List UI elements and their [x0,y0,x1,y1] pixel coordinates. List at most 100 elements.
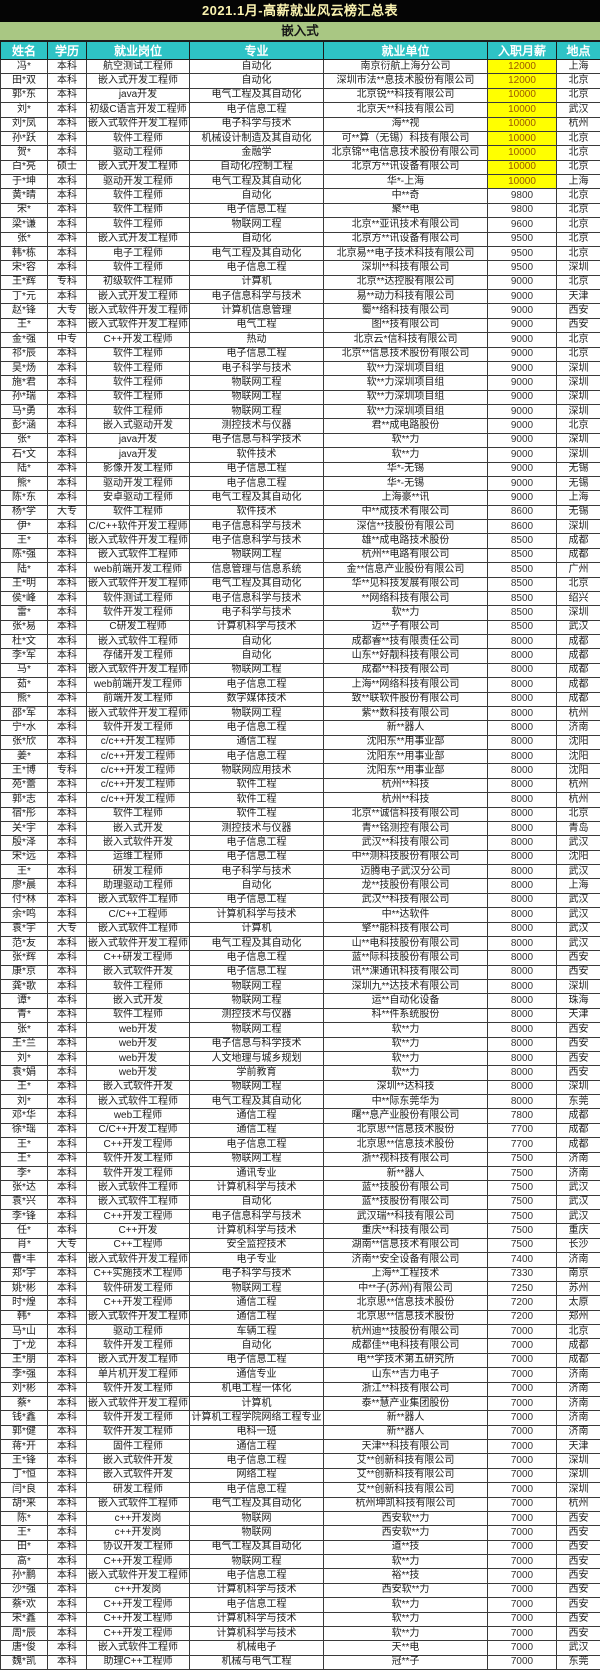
cell-position[interactable]: 嵌入式软件开发工程师 [87,1396,190,1410]
cell-education[interactable]: 本科 [48,936,87,950]
cell-salary[interactable]: 9000 [488,318,557,332]
cell-company[interactable]: 深圳市法**息技术股份有限公司 [324,74,488,88]
cell-position[interactable]: C++开发工程师 [87,333,190,347]
cell-education[interactable]: 本科 [48,1540,87,1554]
cell-name[interactable]: 刘*凤 [1,117,48,131]
cell-position[interactable]: web开发 [87,1023,190,1037]
cell-position[interactable]: web开发 [87,1066,190,1080]
cell-major[interactable]: 电子信息科学与技术 [190,520,324,534]
cell-education[interactable]: 本科 [48,577,87,591]
cell-name[interactable]: 金*强 [1,333,48,347]
cell-major[interactable]: 电子科学与技术 [190,361,324,375]
cell-major[interactable]: 学前教育 [190,1066,324,1080]
cell-company[interactable]: 可**算（无锡）科技有限公司 [324,131,488,145]
cell-name[interactable]: 邵*军 [1,706,48,720]
cell-major[interactable]: 物联网 [190,1511,324,1525]
cell-major[interactable]: 电子信息工程 [190,476,324,490]
cell-major[interactable]: 计算机科学与技术 [190,1181,324,1195]
cell-salary[interactable]: 7000 [488,1540,557,1554]
cell-major[interactable]: 电子信息科学与技术 [190,534,324,548]
cell-salary[interactable]: 10000 [488,88,557,102]
cell-location[interactable]: 北京 [557,333,600,347]
cell-education[interactable]: 本科 [48,1368,87,1382]
cell-company[interactable]: 沈阳东**用事业部 [324,750,488,764]
cell-salary[interactable]: 7000 [488,1425,557,1439]
cell-major[interactable]: 计算机科学与技术 [190,1626,324,1640]
cell-location[interactable]: 成都 [557,649,600,663]
cell-education[interactable]: 本科 [48,821,87,835]
cell-major[interactable]: 电子信息工程 [190,750,324,764]
cell-salary[interactable]: 9000 [488,433,557,447]
cell-name[interactable]: 李*强 [1,1368,48,1382]
cell-major[interactable]: 物联网工程 [190,548,324,562]
cell-company[interactable]: 北京易**电子技术科技有限公司 [324,246,488,260]
cell-location[interactable]: 杭州 [557,793,600,807]
cell-name[interactable]: 郭*志 [1,793,48,807]
cell-salary[interactable]: 8500 [488,606,557,620]
cell-education[interactable]: 本科 [48,347,87,361]
cell-major[interactable]: 电子信息工程 [190,1483,324,1497]
cell-position[interactable]: 嵌入式软件开发工程师 [87,1253,190,1267]
cell-location[interactable]: 西安 [557,1540,600,1554]
cell-position[interactable]: C++开发工程师 [87,1555,190,1569]
cell-position[interactable]: 嵌入式开发 [87,994,190,1008]
cell-location[interactable]: 深圳 [557,376,600,390]
cell-position[interactable]: 嵌入式开发工程师 [87,74,190,88]
cell-location[interactable]: 深圳 [557,361,600,375]
cell-education[interactable]: 本科 [48,88,87,102]
cell-position[interactable]: 嵌入式开发工程师 [87,232,190,246]
cell-company[interactable]: 北京方**讯设备有限公司 [324,160,488,174]
cell-name[interactable]: 王* [1,1138,48,1152]
cell-name[interactable]: 赵*锋 [1,304,48,318]
cell-major[interactable]: 电子信息工程 [190,347,324,361]
cell-company[interactable]: 软**力深圳项目组 [324,405,488,419]
cell-salary[interactable]: 9000 [488,376,557,390]
cell-location[interactable]: 上海 [557,491,600,505]
cell-location[interactable]: 深圳 [557,980,600,994]
cell-salary[interactable]: 7000 [488,1411,557,1425]
cell-major[interactable]: 电气工程及其自动化 [190,175,324,189]
cell-major[interactable]: 电气工程 [190,318,324,332]
cell-company[interactable]: 南京衍航上海分公司 [324,60,488,74]
cell-company[interactable]: 软**力 [324,1066,488,1080]
cell-major[interactable]: 计算机科学与技术 [190,1583,324,1597]
cell-location[interactable]: 东莞 [557,1095,600,1109]
cell-location[interactable]: 深圳 [557,1468,600,1482]
cell-name[interactable]: 谭* [1,994,48,1008]
cell-education[interactable]: 本科 [48,1037,87,1051]
cell-education[interactable]: 本科 [48,678,87,692]
cell-major[interactable]: 车辆工程 [190,1325,324,1339]
cell-education[interactable]: 专科 [48,764,87,778]
cell-salary[interactable]: 7500 [488,1166,557,1180]
cell-location[interactable]: 北京 [557,131,600,145]
cell-major[interactable]: 物联网工程 [190,1555,324,1569]
cell-company[interactable]: 新**器人 [324,721,488,735]
cell-salary[interactable]: 10000 [488,103,557,117]
cell-education[interactable]: 本科 [48,1325,87,1339]
cell-name[interactable]: 韩*栋 [1,246,48,260]
cell-education[interactable]: 本科 [48,146,87,160]
cell-major[interactable]: 通信工程 [190,735,324,749]
cell-location[interactable]: 西安 [557,1526,600,1540]
cell-position[interactable]: 研发工程师 [87,1483,190,1497]
cell-education[interactable]: 本科 [48,965,87,979]
column-header-position[interactable]: 就业岗位 [87,42,190,60]
cell-location[interactable]: 北京 [557,246,600,260]
cell-salary[interactable]: 8000 [488,951,557,965]
cell-education[interactable]: 本科 [48,1483,87,1497]
cell-education[interactable]: 本科 [48,419,87,433]
cell-name[interactable]: 袁*兴 [1,1195,48,1209]
cell-position[interactable]: 软件工程师 [87,980,190,994]
cell-name[interactable]: 周*辰 [1,1626,48,1640]
cell-major[interactable]: 自动化 [190,635,324,649]
cell-education[interactable]: 本科 [48,1210,87,1224]
cell-location[interactable]: 北京 [557,189,600,203]
cell-position[interactable]: 嵌入式软件开发工程师 [87,936,190,950]
cell-location[interactable]: 济南 [557,1152,600,1166]
cell-company[interactable]: 软**力深圳项目组 [324,390,488,404]
cell-location[interactable]: 武汉 [557,1641,600,1655]
cell-name[interactable]: 姜* [1,750,48,764]
cell-salary[interactable]: 8000 [488,649,557,663]
cell-location[interactable]: 广州 [557,563,600,577]
cell-location[interactable]: 无锡 [557,462,600,476]
